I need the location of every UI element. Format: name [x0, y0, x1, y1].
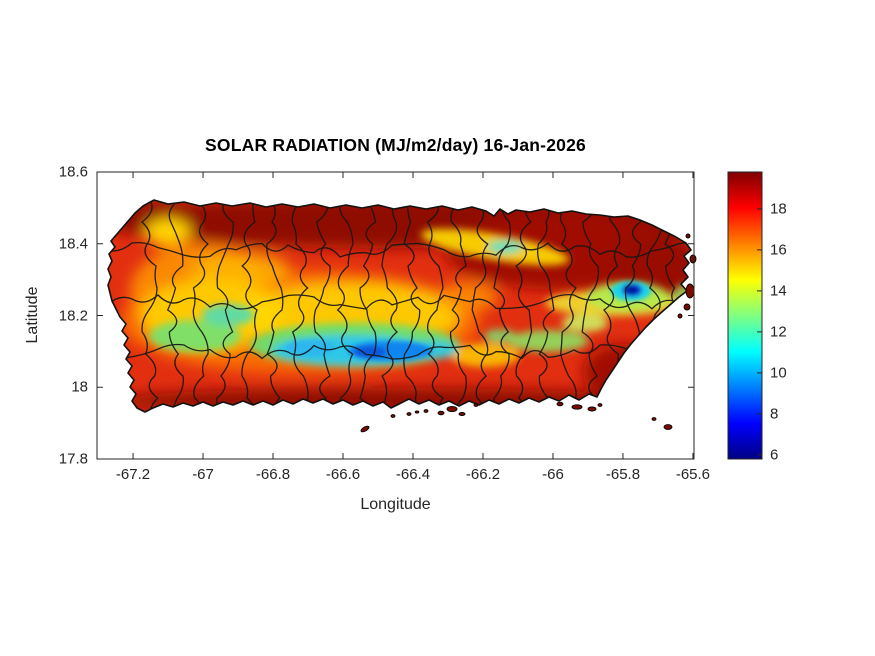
y-tick-label-0: 18.6	[58, 163, 88, 181]
colorbar-tick-label-5: 8	[770, 405, 779, 423]
x-tick-label-8: -65.6	[675, 466, 711, 483]
plot-title: SOLAR RADIATION (MJ/m2/day) 16-Jan-2026	[205, 135, 586, 155]
colorbar-tick-label-2: 14	[770, 282, 787, 300]
puerto-rico-heatmap-surface	[107, 199, 697, 433]
x-tick-label-7: -65.8	[605, 466, 641, 483]
x-tick-label-2: -66.8	[255, 466, 291, 483]
offshore-islets	[360, 233, 697, 433]
colorbar-tick-label-3: 12	[770, 323, 787, 341]
colorbar-tick-label-0: 18	[770, 200, 787, 218]
colorbar-gradient	[727, 171, 763, 460]
colorbar-tick-marks	[757, 208, 762, 456]
x-tick-label-4: -66.4	[395, 466, 431, 483]
x-tick-label-3: -66.6	[325, 466, 361, 483]
y-tick-label-1: 18.4	[58, 235, 88, 253]
colorbar-tick-label-4: 10	[770, 364, 787, 382]
y-tick-label-3: 18	[71, 378, 88, 396]
axis-tick-marks	[97, 171, 694, 460]
x-tick-label-1: -67	[192, 466, 214, 483]
y-tick-label-2: 18.2	[58, 307, 88, 324]
municipality-boundaries	[108, 200, 691, 412]
x-axis-label: Longitude	[360, 496, 431, 513]
x-tick-label-0: -67.2	[115, 466, 151, 483]
x-tick-label-6: -66	[542, 466, 564, 483]
colorbar-tick-label-1: 16	[770, 241, 787, 259]
y-axis-label: Latitude	[24, 286, 41, 344]
y-tick-label-4: 17.8	[58, 450, 88, 468]
coastline-outline	[107, 199, 692, 413]
colorbar-tick-label-6: 6	[770, 446, 779, 464]
x-tick-label-5: -66.2	[465, 466, 501, 483]
